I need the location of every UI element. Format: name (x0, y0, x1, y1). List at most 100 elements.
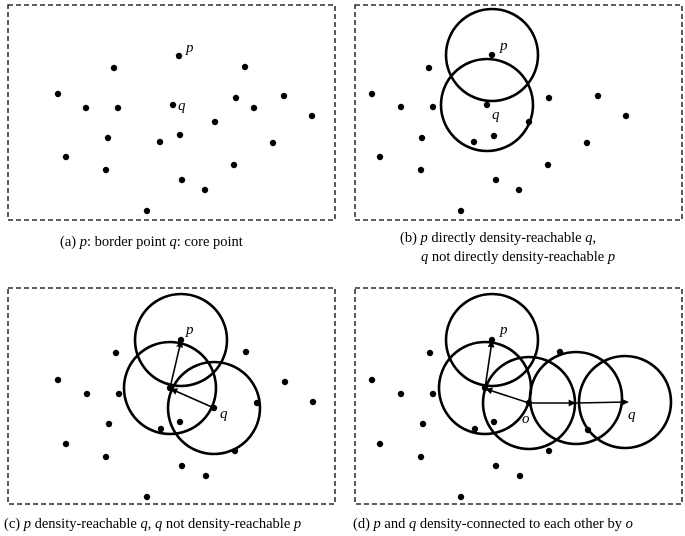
data-point (490, 418, 498, 426)
caption-var: o (625, 516, 633, 532)
data-point (166, 384, 174, 392)
data-point (83, 390, 91, 398)
data-point (525, 399, 533, 407)
caption-text: directly density-reachable (427, 230, 586, 246)
point-label-p: p (185, 322, 194, 338)
data-point (281, 378, 289, 386)
data-point (584, 426, 592, 434)
data-point (232, 94, 240, 102)
data-point (82, 104, 90, 112)
data-point (110, 64, 118, 72)
data-point (211, 118, 219, 126)
data-point (308, 112, 316, 120)
caption-var: q (169, 234, 177, 250)
panel-a-points (54, 52, 316, 215)
point-label-q: q (492, 107, 500, 123)
data-point (481, 384, 489, 392)
reachability-arrow (170, 388, 215, 409)
data-point (545, 94, 553, 102)
data-point (492, 176, 500, 184)
data-point (457, 493, 465, 501)
data-point (417, 166, 425, 174)
data-point (429, 390, 437, 398)
caption-prefix: (d) (353, 516, 374, 532)
caption-a: (a) p: border point q: core point (60, 232, 243, 252)
data-point (425, 64, 433, 72)
data-point (594, 92, 602, 100)
reachability-arrow (484, 340, 495, 389)
caption-prefix: (b) (400, 230, 421, 246)
data-point (471, 425, 479, 433)
data-point (54, 376, 62, 384)
point-label-p: p (499, 38, 508, 54)
panel-b-points (368, 51, 630, 215)
caption-var: q (421, 249, 429, 265)
data-point (104, 134, 112, 142)
data-point (143, 207, 151, 215)
caption-b-line1: (b) p directly density-reachable q, (400, 228, 596, 248)
data-point (622, 112, 630, 120)
caption-text: not directly density-reachable (428, 249, 608, 265)
caption-var: p (373, 516, 381, 532)
caption-text: : border point (86, 234, 170, 250)
data-point (115, 390, 123, 398)
reachability-arrow (485, 387, 530, 404)
data-point (178, 462, 186, 470)
data-point (556, 348, 564, 356)
eps-neighborhood-circle (439, 57, 535, 153)
data-point (583, 139, 591, 147)
data-point (492, 462, 500, 470)
caption-b-line2: q not directly density-reachable p (421, 247, 615, 267)
data-point (201, 186, 209, 194)
panel-c-arrows (169, 340, 215, 409)
caption-text: , (147, 516, 155, 532)
data-point (178, 176, 186, 184)
caption-text: and (380, 516, 409, 532)
panel-c-points (54, 336, 317, 501)
data-point (470, 138, 478, 146)
caption-text: density-connected to each other by (416, 516, 626, 532)
eps-neighborhood-circle (166, 360, 262, 456)
data-point (112, 349, 120, 357)
data-point (490, 132, 498, 140)
caption-var: q (585, 230, 593, 246)
data-point (544, 161, 552, 169)
data-point (105, 420, 113, 428)
panel-a-frame (7, 4, 336, 221)
panel-d-points (368, 336, 592, 501)
panel-c: p q (7, 287, 336, 505)
point-label-o: o (522, 411, 530, 427)
data-point (397, 390, 405, 398)
data-point (545, 447, 553, 455)
data-point (202, 472, 210, 480)
data-point (280, 92, 288, 100)
eps-neighborhood-circle (133, 292, 229, 388)
caption-var: p (293, 516, 302, 532)
data-point (231, 447, 239, 455)
eps-neighborhood-circle (577, 354, 673, 450)
point-label-p: p (185, 40, 194, 56)
data-point (515, 186, 523, 194)
data-point (253, 399, 261, 407)
data-point (62, 153, 70, 161)
data-point (309, 398, 317, 406)
data-point (114, 104, 122, 112)
data-point (376, 440, 384, 448)
data-point (102, 166, 110, 174)
data-point (210, 404, 218, 412)
data-point (102, 453, 110, 461)
data-point (269, 139, 277, 147)
data-point (418, 134, 426, 142)
eps-neighborhood-circle (122, 340, 218, 436)
data-point (241, 63, 249, 71)
reachability-arrow (575, 398, 629, 406)
eps-neighborhood-circle (444, 7, 540, 103)
caption-var: p (23, 516, 31, 532)
data-point (230, 161, 238, 169)
data-point (177, 336, 185, 344)
panel-d-circles (437, 292, 673, 451)
data-point (397, 103, 405, 111)
data-point (419, 420, 427, 428)
panel-d-frame (354, 287, 683, 505)
